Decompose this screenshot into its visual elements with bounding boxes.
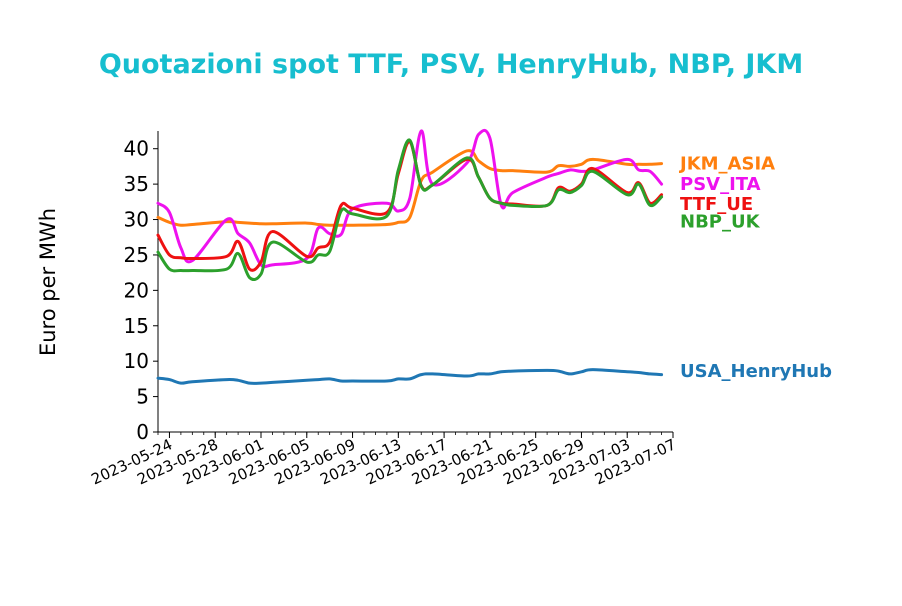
y-tick-label: 10 (124, 349, 149, 373)
y-tick-label: 5 (136, 385, 149, 409)
series-line-jkm-asia (156, 149, 664, 227)
series-line-nbp-uk (156, 138, 664, 282)
y-tick-label: 20 (124, 278, 149, 302)
y-tick-label: 25 (124, 243, 149, 267)
chart-title: Quotazioni spot TTF, PSV, HenryHub, NBP,… (99, 49, 803, 80)
legend-label-psv-ita: PSV_ITA (680, 174, 761, 195)
legend-label-usa-henryhub: USA_HenryHub (680, 361, 832, 382)
y-tick-label: 30 (124, 208, 149, 232)
y-tick-label: 35 (124, 172, 149, 196)
y-tick-label: 40 (124, 137, 149, 161)
series-group (156, 128, 664, 385)
y-tick-label: 15 (124, 314, 149, 338)
axes: 05101520253035402023-05-242023-05-282023… (89, 131, 679, 488)
legend-label-ttf-ue: TTF_UE (680, 194, 753, 215)
legend-label-nbp-uk: NBP_UK (680, 212, 761, 233)
y-axis-label: Euro per MWh (36, 208, 60, 356)
series-line-psv-ita (156, 128, 664, 269)
series-line-usa-henryhub (156, 368, 664, 385)
y-tick-label: 0 (136, 420, 149, 444)
legend-label-jkm-asia: JKM_ASIA (678, 154, 775, 175)
